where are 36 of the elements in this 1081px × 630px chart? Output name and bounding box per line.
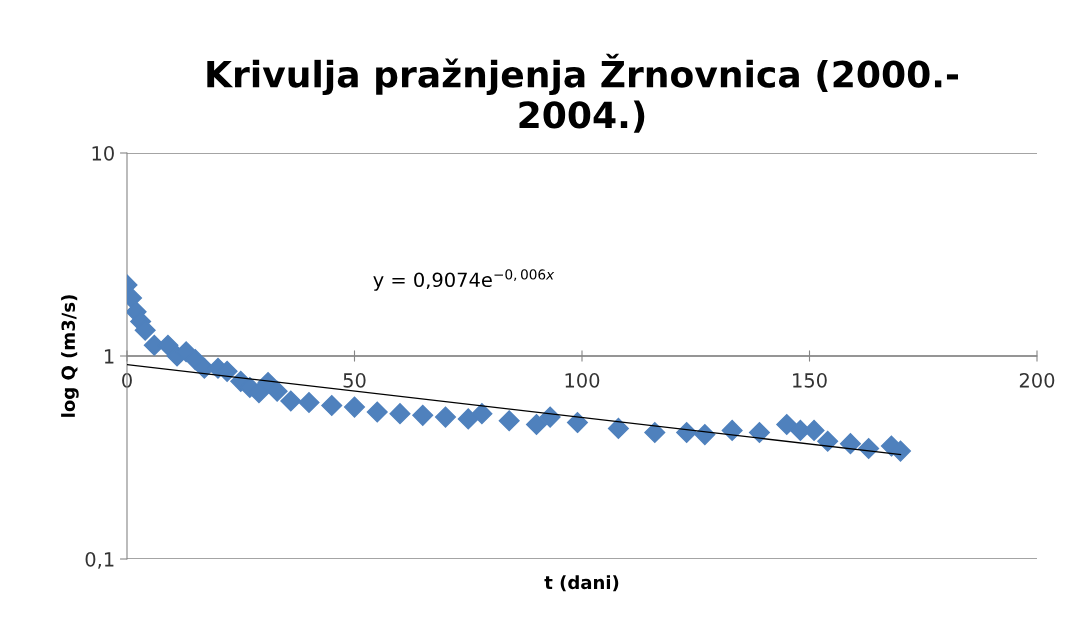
point (539, 406, 561, 428)
point (434, 406, 457, 428)
point (839, 433, 861, 455)
point (607, 417, 629, 439)
point (498, 410, 520, 432)
point (525, 413, 548, 435)
point (566, 412, 588, 434)
point (748, 421, 770, 443)
point (321, 395, 343, 417)
x-tick-label: 200 (1019, 373, 1055, 388)
chart-title: Krivulja pražnjenja Žrnovnica (2000.- 2004.) (207, 53, 959, 133)
point (817, 430, 839, 452)
point (412, 404, 434, 426)
annotation: y = 0,9074e$^{−0,006x}$ (373, 269, 555, 291)
point (694, 424, 716, 446)
point (721, 419, 743, 441)
x-tick-label: 0 (122, 373, 132, 388)
point (457, 408, 479, 430)
point (471, 403, 493, 425)
point (280, 390, 302, 412)
y-tick-label: 1 (104, 349, 114, 364)
x-tick-label: 50 (343, 373, 366, 388)
y-tick-label: 10 (92, 145, 114, 161)
x-axis-title: t (dani) (544, 575, 619, 592)
x-tick-label: 100 (565, 373, 600, 388)
point (343, 396, 366, 418)
point (389, 403, 411, 425)
point (298, 392, 320, 414)
point (644, 421, 666, 443)
y-tick-label: 0,1 (85, 551, 114, 569)
x-tick-label: 150 (793, 373, 827, 388)
point (776, 413, 798, 435)
point (266, 380, 288, 402)
y-axis-title: log Q (m3/s) (61, 295, 79, 417)
point (248, 382, 270, 404)
point (366, 401, 388, 423)
